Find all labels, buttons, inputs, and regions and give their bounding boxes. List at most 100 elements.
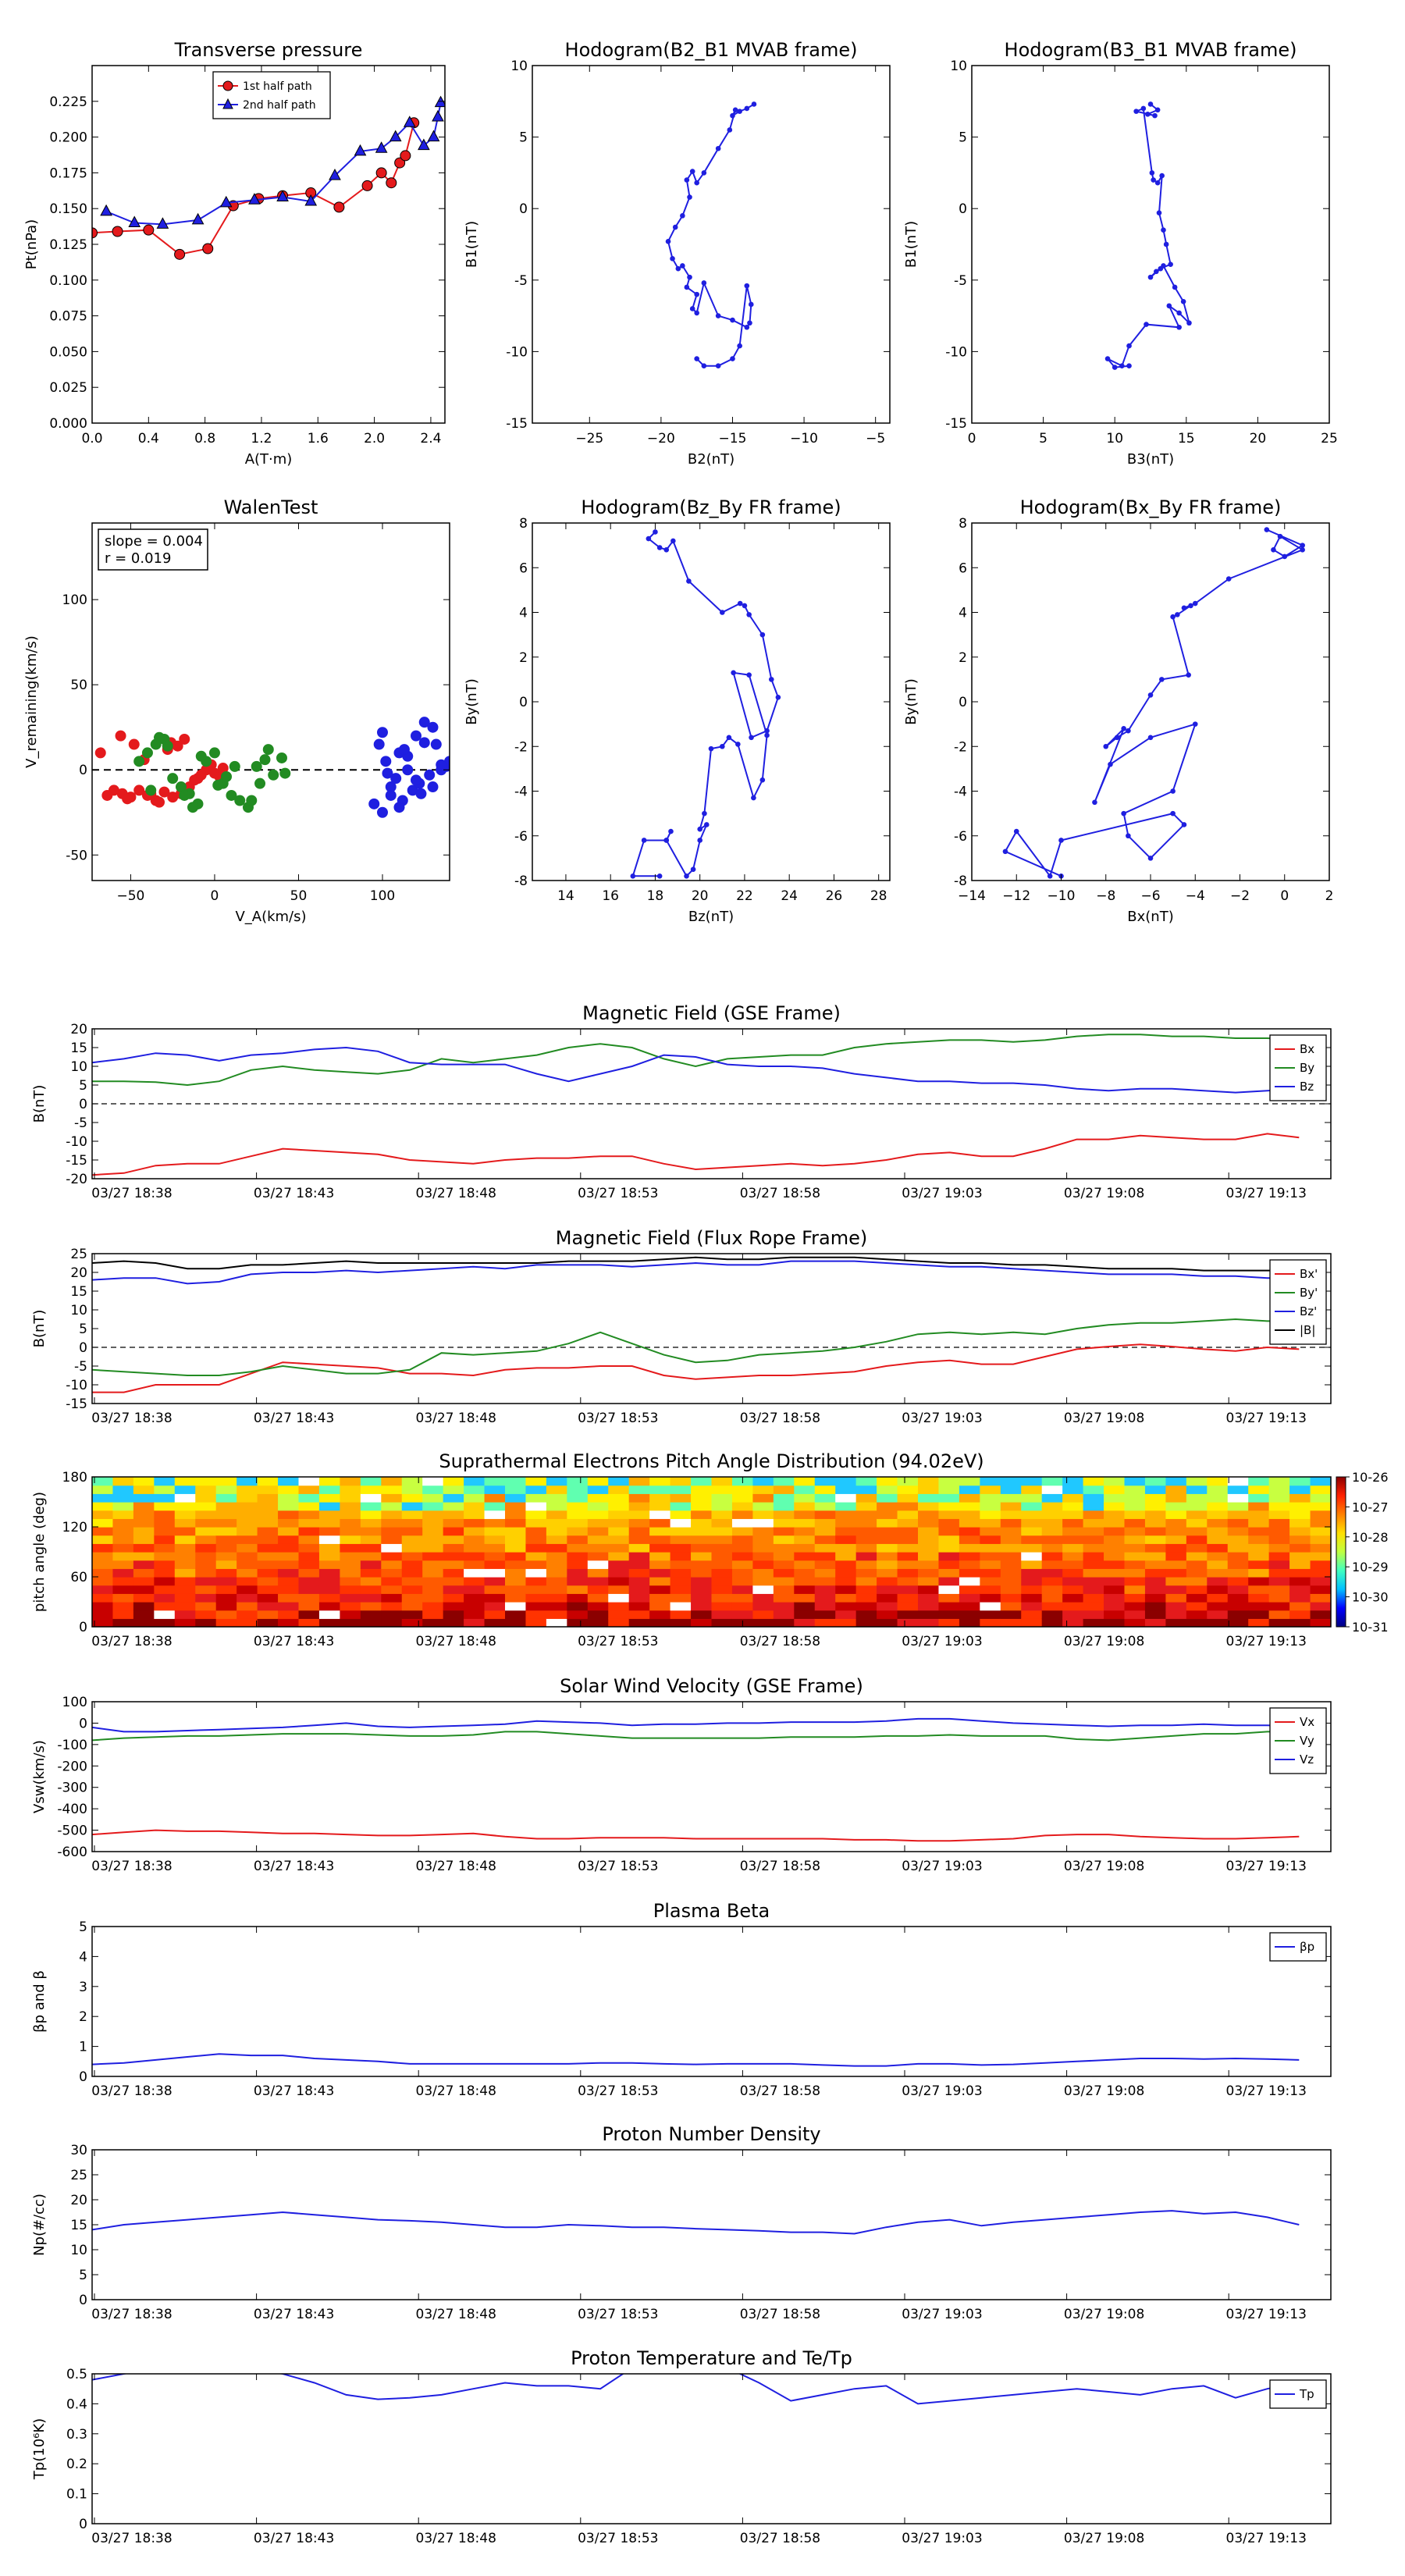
heat-cell bbox=[897, 1502, 919, 1511]
heat-cell bbox=[1268, 1543, 1290, 1553]
chart-title: Solar Wind Velocity (GSE Frame) bbox=[560, 1675, 863, 1697]
heat-cell bbox=[401, 1577, 423, 1586]
heat-cell bbox=[814, 1618, 836, 1627]
y-tick-label: 2 bbox=[519, 650, 528, 666]
heat-cell bbox=[1144, 1518, 1166, 1528]
heat-cell bbox=[318, 1577, 340, 1586]
heat-cell bbox=[835, 1527, 857, 1536]
heat-cell bbox=[877, 1493, 898, 1503]
heat-cell bbox=[464, 1543, 486, 1553]
data-point bbox=[174, 248, 186, 260]
heat-cell bbox=[112, 1577, 134, 1586]
x-tick-label: 0.4 bbox=[138, 431, 159, 447]
y-tick-label: 0 bbox=[79, 2517, 87, 2532]
y-axis-label: Pt(nPa) bbox=[23, 219, 40, 269]
heat-cell bbox=[1227, 1485, 1249, 1494]
heat-cell bbox=[1083, 1502, 1104, 1511]
heat-cell bbox=[318, 1602, 340, 1611]
heat-cell bbox=[1021, 1543, 1043, 1553]
heat-cell bbox=[318, 1552, 340, 1561]
data-point bbox=[1156, 210, 1162, 215]
data-point bbox=[1300, 547, 1305, 553]
heat-cell bbox=[897, 1602, 919, 1611]
heat-cell bbox=[855, 1518, 877, 1528]
heat-cell bbox=[525, 1527, 547, 1536]
data-point bbox=[687, 274, 692, 280]
y-axis-label: By(nT) bbox=[903, 678, 919, 724]
x-tick-label: 03/27 19:13 bbox=[1226, 2083, 1307, 2099]
legend-label: Bx bbox=[1300, 1042, 1314, 1056]
data-point bbox=[680, 213, 685, 219]
heat-cell bbox=[546, 1518, 567, 1528]
heat-cell bbox=[318, 1560, 340, 1569]
heat-cell bbox=[1289, 1543, 1311, 1553]
heat-cell bbox=[980, 1527, 1001, 1536]
heat-cell bbox=[918, 1493, 940, 1503]
heat-cell bbox=[484, 1593, 506, 1603]
heat-cell bbox=[1041, 1560, 1063, 1569]
heat-cell bbox=[897, 1618, 919, 1627]
heat-cell bbox=[835, 1560, 857, 1569]
data-point bbox=[737, 343, 742, 349]
heat-cell bbox=[608, 1477, 630, 1486]
y-tick-label: 15 bbox=[70, 1041, 87, 1056]
heat-cell bbox=[154, 1510, 176, 1519]
x-tick-label: 03/27 19:13 bbox=[1226, 1411, 1307, 1426]
heat-cell bbox=[691, 1577, 713, 1586]
heat-cell bbox=[1186, 1560, 1208, 1569]
data-point bbox=[128, 738, 140, 750]
heat-cell bbox=[1144, 1585, 1166, 1594]
data-point bbox=[1147, 274, 1154, 280]
heat-cell bbox=[174, 1502, 196, 1511]
data-point bbox=[375, 167, 387, 179]
heat-cell bbox=[938, 1527, 960, 1536]
heat-cell bbox=[1124, 1593, 1146, 1603]
heat-cell bbox=[1104, 1485, 1126, 1494]
chart-title: Magnetic Field (GSE Frame) bbox=[582, 1002, 841, 1024]
heat-cell bbox=[360, 1510, 382, 1519]
series-line-Vy bbox=[92, 1731, 1300, 1742]
heat-cell bbox=[938, 1502, 960, 1511]
y-tick-label: -20 bbox=[66, 1172, 87, 1187]
heat-cell bbox=[1227, 1527, 1249, 1536]
heat-cell bbox=[814, 1493, 836, 1503]
heat-cell bbox=[484, 1618, 506, 1627]
y-tick-label: 6 bbox=[519, 560, 528, 576]
x-axis-label: B3(nT) bbox=[1127, 451, 1174, 468]
chart-title: Magnetic Field (Flux Rope Frame) bbox=[556, 1227, 867, 1249]
y-tick-label: 20 bbox=[70, 2193, 87, 2208]
heat-cell bbox=[401, 1502, 423, 1511]
y-tick-label: -2 bbox=[954, 739, 967, 755]
chart-pad: Suprathermal Electrons Pitch Angle Distr… bbox=[31, 1450, 1389, 1649]
heat-cell bbox=[1186, 1593, 1208, 1603]
heat-cell bbox=[484, 1477, 506, 1486]
heat-cell bbox=[649, 1602, 671, 1611]
heat-cell bbox=[855, 1493, 877, 1503]
heat-cell bbox=[752, 1502, 774, 1511]
heat-cell bbox=[608, 1585, 630, 1594]
heat-cell bbox=[1062, 1602, 1084, 1611]
y-tick-label: 5 bbox=[79, 2268, 87, 2283]
heat-cell bbox=[133, 1568, 155, 1578]
heat-cell bbox=[505, 1593, 527, 1603]
heat-cell bbox=[154, 1568, 176, 1578]
heat-cell bbox=[711, 1518, 733, 1528]
heat-cell bbox=[1310, 1510, 1331, 1519]
heat-cell bbox=[1289, 1618, 1311, 1627]
data-point bbox=[385, 789, 397, 801]
heat-cell bbox=[154, 1560, 176, 1569]
heat-cell bbox=[1310, 1518, 1331, 1528]
heat-cell bbox=[1021, 1577, 1043, 1586]
y-tick-label: 180 bbox=[62, 1470, 87, 1485]
heat-cell bbox=[1268, 1477, 1290, 1486]
x-tick-label: 50 bbox=[290, 888, 308, 904]
heat-cell bbox=[484, 1568, 506, 1578]
data-point bbox=[720, 743, 725, 749]
data-point bbox=[690, 866, 696, 872]
heat-cell bbox=[92, 1477, 114, 1486]
data-point bbox=[663, 838, 670, 843]
data-point bbox=[376, 727, 388, 738]
y-tick-label: 0.000 bbox=[49, 416, 87, 432]
heat-cell bbox=[1062, 1477, 1084, 1486]
heat-cell bbox=[938, 1602, 960, 1611]
